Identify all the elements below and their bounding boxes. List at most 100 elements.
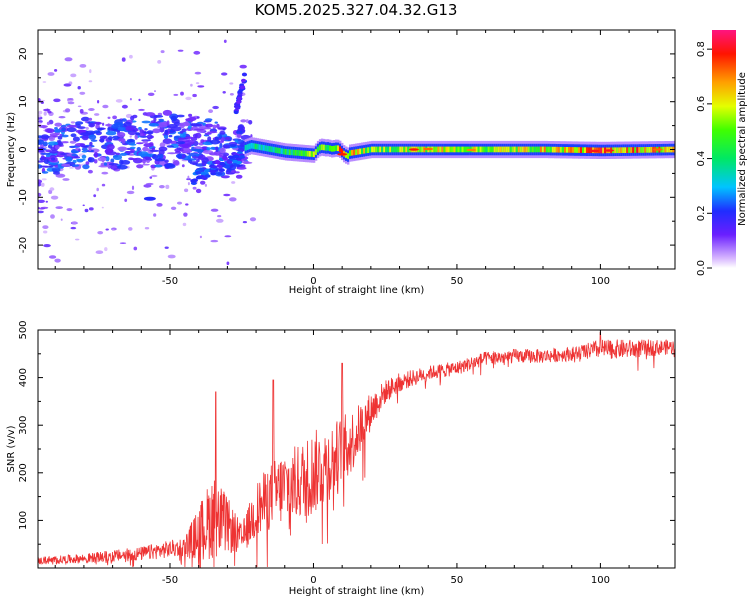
- spectrogram-panel: -50 0 50 100 -20 -10 0 10 20 Height of straight…: [6, 29, 676, 296]
- spectrogram-noise-blob: [142, 163, 150, 166]
- spectrogram-noise-blob: [136, 164, 144, 169]
- spectrogram-ridge-core: [260, 144, 264, 151]
- spectrogram-noise-blob: [192, 186, 197, 190]
- spectrogram-noise-blob: [101, 206, 104, 209]
- spectrogram-noise-blob: [160, 50, 165, 54]
- spectrogram-noise-blob: [89, 69, 92, 74]
- spectrogram-ridge-core: [399, 146, 402, 153]
- spectrogram-noise-blob: [38, 120, 43, 123]
- spectrogram-ridge-core: [294, 149, 298, 156]
- spectrogram-energy-blob: [167, 152, 177, 155]
- spectrogram-energy-blob: [72, 164, 80, 167]
- spectrogram-noise-blob: [79, 64, 87, 68]
- spectrogram-ridge-core: [435, 146, 438, 153]
- spectrogram-energy-blob: [66, 127, 77, 133]
- spectrogram-ridge-core: [381, 146, 384, 153]
- spectrogram-energy-blob: [97, 157, 107, 162]
- spectrogram-energy-blob: [117, 132, 126, 138]
- spectrogram-ridge-core: [509, 146, 513, 153]
- spectrogram-ridge-core: [576, 147, 579, 153]
- spectrogram-ridge-core: [566, 147, 569, 153]
- spectrogram-energy-blob: [57, 135, 63, 140]
- spectrogram-streak-blob: [236, 100, 242, 104]
- spectrogram-ridge-core: [453, 146, 456, 153]
- spectrogram-ridge-core: [349, 150, 352, 156]
- spectrogram-noise-blob: [245, 119, 249, 124]
- spectrogram-noise-blob: [121, 104, 128, 109]
- spectrogram-ridge-core: [465, 146, 468, 153]
- spectrogram-energy-blob: [81, 135, 89, 141]
- spectrogram-noise-blob: [88, 80, 93, 83]
- spectrogram-energy-blob: [71, 150, 80, 154]
- spectrogram-noise-blob: [41, 178, 47, 181]
- spectrogram-noise-blob: [129, 135, 132, 138]
- spectrogram-noise-blob: [107, 116, 111, 120]
- spectrogram-noise-blob: [185, 96, 192, 101]
- spectrogram-noise-blob: [58, 116, 66, 119]
- spectrogram-energy-blob: [205, 118, 213, 122]
- spectrogram-noise-blob: [154, 90, 156, 92]
- spectrogram-ridge-core: [254, 143, 257, 150]
- spectrogram-energy-blob: [217, 172, 223, 176]
- spectrogram-noise-blob: [193, 50, 201, 55]
- spectrogram-ridge-core: [584, 147, 587, 153]
- spectrogram-ridge-core: [451, 146, 454, 153]
- spectrogram-ridge-core: [407, 146, 410, 153]
- spectrogram-noise-blob: [71, 221, 78, 225]
- snr-series-line: [38, 331, 675, 568]
- spectrogram-ridge-core: [357, 148, 360, 155]
- spectrogram-streak-blob: [235, 106, 240, 110]
- spectrogram-ridge-core: [455, 146, 458, 153]
- spectrogram-hotspot: [337, 153, 348, 156]
- spectrogram-noise-blob: [38, 192, 42, 197]
- spectrogram-ridge-core: [316, 146, 320, 153]
- spectrogram-energy-blob: [162, 109, 173, 116]
- spectrogram-ridge-core: [614, 147, 617, 154]
- spectrogram-energy-blob: [76, 158, 86, 162]
- spectrogram-ridge-core: [439, 146, 442, 153]
- spectrogram-energy-blob: [207, 136, 212, 142]
- spectrogram-energy-blob: [154, 158, 166, 162]
- spectrogram-noise-blob: [43, 111, 47, 116]
- snr-x-label: Height of straight line (km): [289, 586, 425, 597]
- spectrogram-noise-blob: [88, 207, 94, 211]
- spectrogram-ridge-core: [537, 146, 541, 153]
- spectrogram-noise-blob: [42, 81, 47, 83]
- spectrogram-ridge-core: [543, 146, 547, 153]
- spectrogram-ridge-core: [310, 151, 314, 157]
- spectrogram-noise-blob: [164, 246, 169, 249]
- spectrogram-energy-blob: [141, 120, 151, 124]
- spectrogram-noise-blob: [217, 215, 222, 218]
- snr-y-tick-label: 400: [18, 368, 29, 387]
- spectrogram-energy-blob: [154, 164, 163, 168]
- spectrogram-energy-blob: [218, 134, 222, 140]
- spectrogram-noise-blob: [192, 93, 197, 98]
- spectrogram-energy-blob: [240, 142, 244, 148]
- spectrogram-energy-blob: [248, 120, 253, 125]
- spectrogram-energy-blob: [170, 115, 177, 122]
- spectrogram-energy-blob: [102, 135, 108, 139]
- spectrogram-ridge-core: [302, 150, 306, 157]
- spectrogram-ridge-core: [391, 146, 394, 153]
- colorbar: 0.0 0.2 0.4 0.6 0.8 Normalized spectral ampl…: [696, 30, 748, 276]
- spectrogram-energy-blob: [46, 121, 51, 126]
- colorbar-ticks: 0.0 0.2 0.4 0.6 0.8: [696, 41, 712, 276]
- spectrogram-ridge-core: [628, 147, 631, 153]
- spectrogram-noise-blob: [199, 235, 202, 239]
- spectrogram-energy-blob: [166, 120, 170, 126]
- spectrogram-ridge-core: [337, 145, 340, 152]
- spectrogram-ridge-core: [300, 150, 304, 157]
- spectrogram-ridge-core: [513, 146, 517, 153]
- spectrogram-x-tick-label: 50: [451, 276, 464, 287]
- spectrogram-ridge-core: [620, 147, 623, 153]
- spectrogram-hotspot: [408, 148, 419, 151]
- spectrogram-energy-blob: [151, 147, 155, 151]
- spectrogram-noise-blob: [208, 109, 214, 113]
- spectrogram-noise-blob: [94, 113, 100, 116]
- spectrogram-noise-blob: [101, 183, 106, 187]
- spectrogram-streak-blob: [209, 169, 216, 174]
- spectrogram-noise-blob: [185, 203, 189, 206]
- spectrogram-ridge-core: [322, 144, 326, 151]
- spectrogram-energy-blob: [176, 114, 185, 118]
- spectrogram-hotspot: [604, 149, 614, 152]
